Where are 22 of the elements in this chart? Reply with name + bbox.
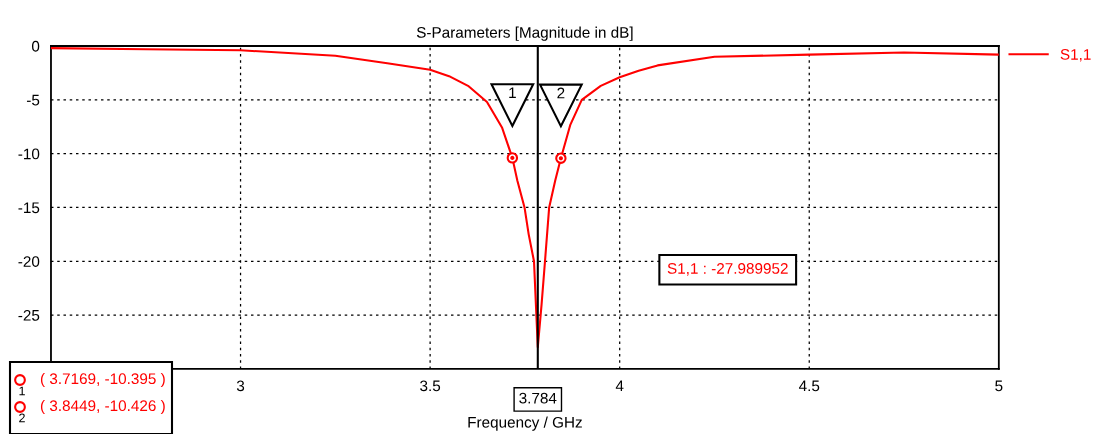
annotation: S1,1 : -27.989952 bbox=[667, 263, 788, 276]
x-tick-label: 3 bbox=[236, 380, 245, 392]
x-tick-label: 5 bbox=[995, 380, 1003, 392]
y-tick-label: -10 bbox=[18, 148, 40, 160]
text: ( 3.8449, -10.426 ) bbox=[40, 399, 165, 415]
legend-label: S1,1 bbox=[1060, 48, 1091, 62]
x-tick-label: 4 bbox=[615, 380, 624, 392]
annotation: 1 bbox=[509, 87, 516, 98]
x-tick-label: 3.5 bbox=[420, 380, 441, 392]
y-tick-label: -15 bbox=[18, 202, 40, 214]
text: 2 bbox=[19, 413, 25, 423]
y-tick-label: -20 bbox=[18, 256, 40, 267]
chart-title: S-Parameters [Magnitude in dB] bbox=[416, 26, 633, 41]
y-tick-label: -25 bbox=[18, 309, 40, 321]
text: ( 3.7169, -10.395 ) bbox=[40, 372, 165, 388]
text: 1 bbox=[19, 386, 25, 396]
ref-line-label: 3.784 bbox=[519, 392, 557, 404]
annotation: 2 bbox=[557, 87, 565, 99]
y-tick-label: 0 bbox=[31, 40, 40, 52]
x-axis-title: Frequency / GHz bbox=[468, 416, 582, 431]
x-tick-label: 4.5 bbox=[798, 380, 820, 392]
y-tick-label: -5 bbox=[26, 94, 40, 106]
